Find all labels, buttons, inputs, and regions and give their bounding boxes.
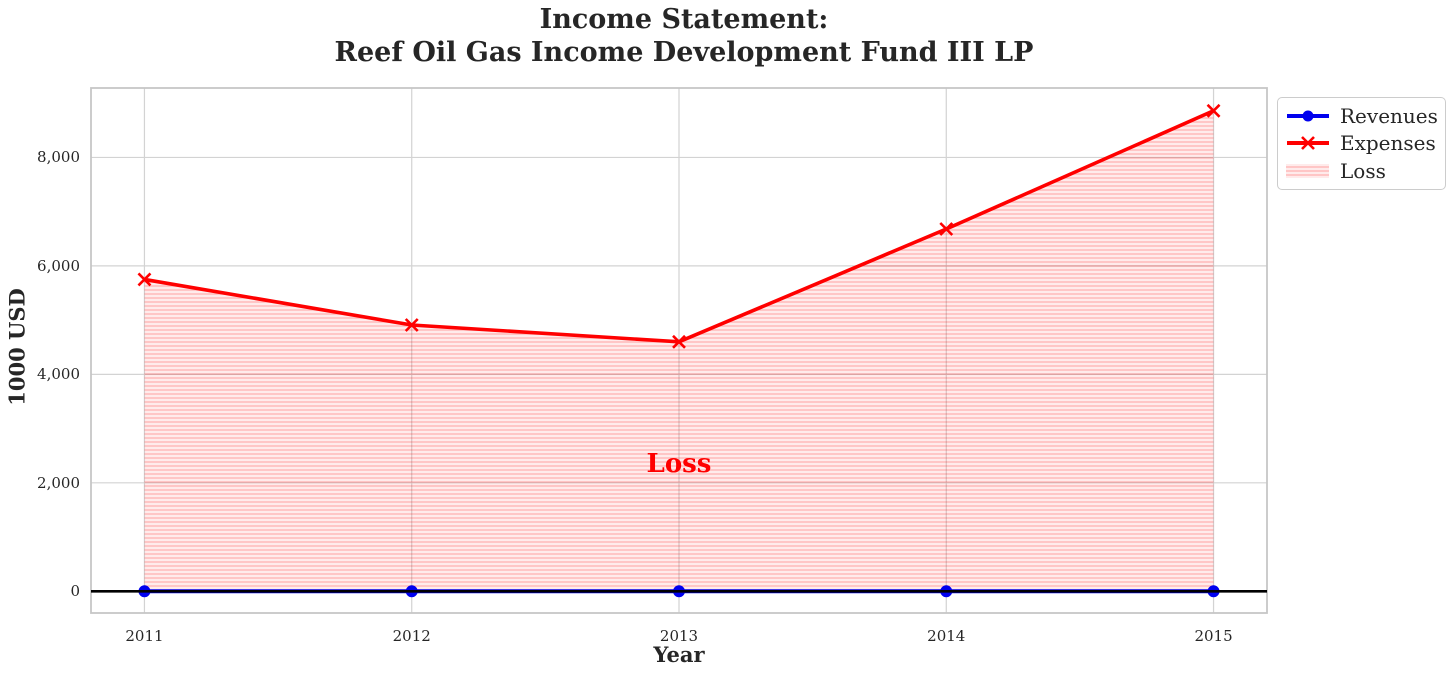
x-axis-label: Year (653, 642, 705, 667)
legend-label-expenses: Expenses (1340, 131, 1436, 156)
expenses-marker (672, 334, 686, 349)
legend-label-loss: Loss (1340, 159, 1386, 184)
expenses-marker (939, 222, 954, 236)
x-tick-label: 2011 (125, 627, 164, 645)
loss-patch-icon (1286, 164, 1329, 179)
y-axis-label: 1000 USD (4, 288, 30, 406)
chart-title-line1: Income Statement: (539, 4, 829, 35)
chart-title: Income Statement: Reef Oil Gas Income De… (0, 3, 1368, 69)
y-tick-label: 6,000 (37, 256, 80, 275)
x-tick-label: 2014 (927, 627, 966, 645)
legend-label-revenues: Revenues (1340, 103, 1438, 128)
y-tick-label: 8,000 (37, 148, 80, 167)
y-tick-label: 2,000 (37, 473, 80, 492)
plot-border (90, 87, 1268, 614)
legend: Revenues Expenses Loss (1277, 97, 1446, 190)
chart-title-line2: Reef Oil Gas Income Development Fund III… (334, 37, 1034, 68)
y-tick-label: 0 (70, 582, 80, 601)
revenues-line-icon (1287, 110, 1329, 122)
legend-item-loss: Loss (1285, 160, 1438, 182)
legend-item-revenues: Revenues (1285, 105, 1438, 127)
x-tick-label: 2015 (1194, 627, 1233, 645)
expenses-marker (404, 318, 419, 332)
expenses-line-icon (1287, 136, 1329, 151)
expenses-marker (1206, 103, 1221, 118)
x-tick-label: 2012 (392, 627, 431, 645)
y-tick-label: 4,000 (37, 365, 80, 384)
loss-annotation: Loss (646, 448, 712, 479)
expenses-marker (137, 272, 152, 287)
legend-item-expenses: Expenses (1285, 132, 1438, 154)
x-tick-label: 2013 (659, 627, 699, 645)
